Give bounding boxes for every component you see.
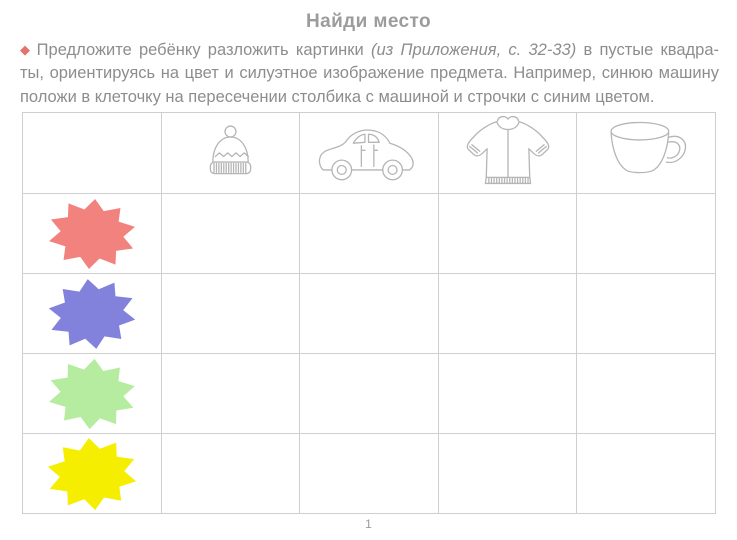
grid-cell bbox=[437, 193, 578, 274]
yellow-star-icon bbox=[47, 437, 136, 510]
bullet-diamond-icon: ◆ bbox=[20, 42, 33, 57]
blue-star-icon bbox=[48, 278, 135, 349]
color-star bbox=[48, 358, 135, 429]
grid-header-cup bbox=[576, 112, 716, 194]
grid-cell bbox=[299, 433, 439, 514]
grid-header-jacket bbox=[437, 112, 578, 194]
grid-cell bbox=[576, 433, 716, 514]
grid-row-red bbox=[22, 193, 716, 274]
grid-header-car bbox=[299, 112, 439, 194]
car-icon bbox=[315, 125, 422, 181]
grid-cell bbox=[437, 353, 578, 434]
color-star bbox=[48, 198, 135, 269]
red-star-icon bbox=[48, 198, 135, 269]
grid-row-yellow bbox=[22, 433, 716, 514]
grid-cell bbox=[299, 193, 439, 274]
instructions-text: в пустые квадра- bbox=[576, 41, 720, 59]
grid-cell bbox=[437, 273, 578, 354]
grid-corner-cell bbox=[22, 112, 162, 194]
grid-cell bbox=[576, 193, 716, 274]
grid-header-row bbox=[22, 112, 716, 194]
grid-cell bbox=[160, 193, 301, 274]
grid-rowheader-red bbox=[22, 193, 162, 274]
jacket-icon bbox=[460, 113, 556, 193]
grid-cell bbox=[299, 353, 439, 434]
grid-row-blue bbox=[22, 273, 716, 354]
grid-cell bbox=[576, 273, 716, 354]
green-star-icon bbox=[48, 358, 135, 429]
cup-icon bbox=[602, 119, 690, 187]
grid-header-hat bbox=[160, 112, 301, 194]
grid-cell bbox=[160, 353, 301, 434]
grid-cell bbox=[437, 433, 578, 514]
grid-rowheader-blue bbox=[22, 273, 162, 354]
instructions-text: Предложите ребёнку разложить картинки bbox=[36, 41, 371, 59]
page-title: Найди место bbox=[306, 11, 431, 32]
page-number: 1 bbox=[365, 517, 372, 531]
hat-icon bbox=[200, 118, 261, 189]
grid-cell bbox=[299, 273, 439, 354]
instructions-line-3: положи в клеточку на пересечении столбик… bbox=[20, 87, 655, 106]
instructions: ◆ Предложите ребёнку разложить картинки (… bbox=[20, 38, 719, 109]
instructions-line-1: ◆ Предложите ребёнку разложить картинки (… bbox=[20, 38, 719, 62]
grid-rowheader-yellow bbox=[22, 433, 162, 514]
grid-rowheader-green bbox=[22, 353, 162, 434]
color-star bbox=[48, 278, 135, 349]
color-star bbox=[47, 437, 136, 510]
grid-cell bbox=[160, 273, 301, 354]
grid-cell bbox=[160, 433, 301, 514]
instructions-reference: (из Приложения, с. 32-33) bbox=[370, 41, 577, 59]
instructions-line-2: ты, ориентируясь на цвет и силуэтное изо… bbox=[20, 64, 719, 83]
grid-row-green bbox=[22, 353, 716, 434]
matching-grid bbox=[22, 112, 716, 514]
grid-cell bbox=[576, 353, 716, 434]
